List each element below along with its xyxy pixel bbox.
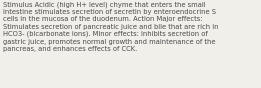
Text: Stimulus Acidic (high H+ level) chyme that enters the small
intestine stimulates: Stimulus Acidic (high H+ level) chyme th… <box>3 1 219 52</box>
